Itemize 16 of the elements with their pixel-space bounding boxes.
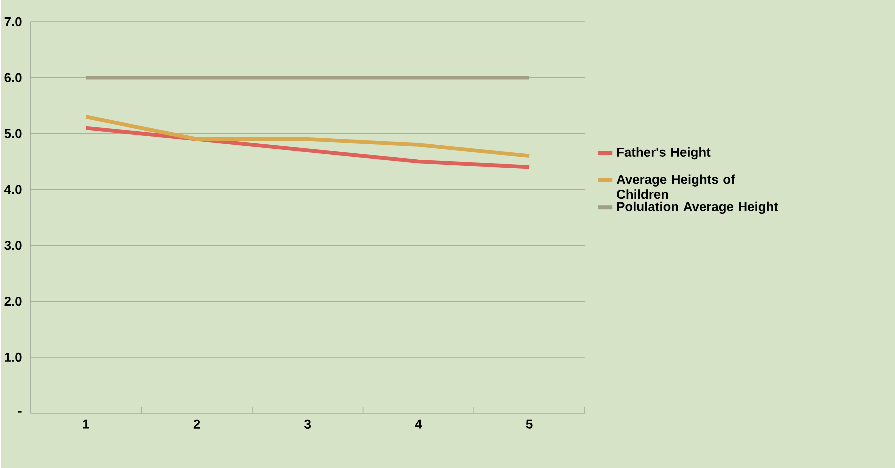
legend-label: Father's Height — [617, 147, 711, 160]
x-tick-label: 1 — [83, 420, 90, 429]
y-tick-label: 7.0 — [4, 17, 22, 26]
legend-label: Polulation Average Height — [617, 202, 778, 214]
y-tick-label: 2.0 — [4, 296, 22, 306]
x-tick-label: 4 — [415, 420, 422, 429]
x-tick-label: 3 — [304, 420, 311, 429]
x-tick-label: 5 — [526, 420, 533, 429]
y-tick-label: 1.0 — [5, 352, 22, 362]
y-tick-label: 5.0 — [4, 129, 22, 138]
y-tick-label: 4.0 — [4, 184, 22, 194]
x-tick-label: 2 — [194, 420, 200, 429]
y-tick-label: 3.0 — [4, 240, 22, 250]
y-tick-label: - — [18, 411, 22, 413]
legend-label: Average Heights of Children — [616, 174, 736, 199]
y-tick-label: 6.0 — [4, 73, 22, 82]
